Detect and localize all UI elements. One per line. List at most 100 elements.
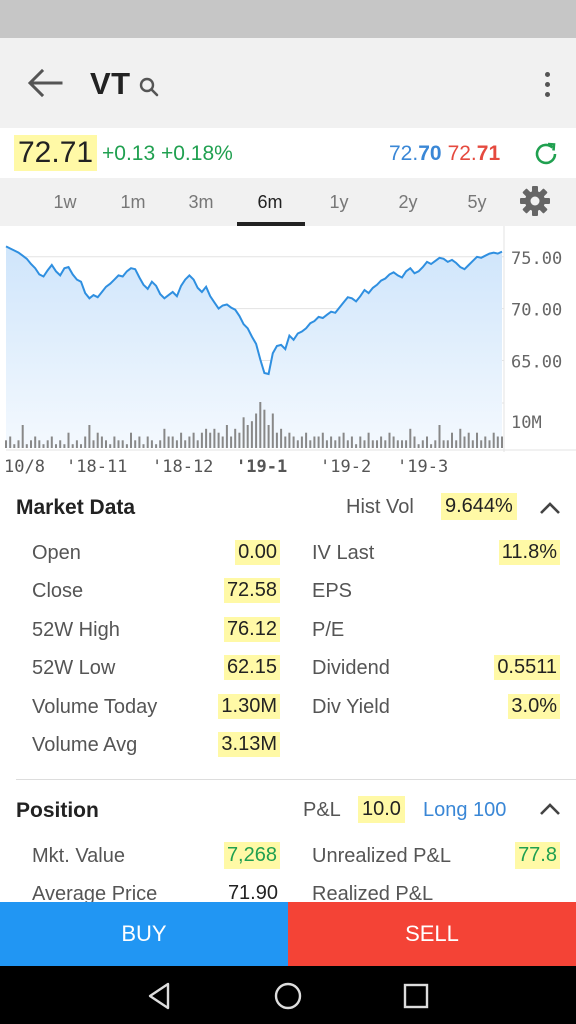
volume-bar: [188, 436, 191, 448]
market-data-label: Volume Today: [32, 695, 158, 718]
nav-home-icon[interactable]: [270, 978, 306, 1014]
market-data-value: 11.8%: [498, 540, 560, 565]
chevron-up-icon[interactable]: [539, 500, 561, 516]
y-tick-label: 75.00: [511, 249, 562, 269]
volume-bar: [446, 440, 449, 448]
volume-bar: [117, 440, 120, 448]
volume-bar: [296, 440, 299, 448]
volume-bar: [259, 402, 262, 448]
volume-bar: [50, 436, 53, 448]
volume-bar: [338, 436, 341, 448]
volume-bar: [313, 436, 316, 448]
volume-bar: [221, 436, 224, 448]
range-tabs: 1w 1m 3m 6m 1y 2y 5y: [0, 178, 576, 226]
market-data-label: Dividend: [312, 657, 390, 680]
nav-back-icon[interactable]: [142, 978, 178, 1014]
volume-bar: [130, 432, 132, 448]
volume-bar: [263, 409, 266, 448]
quote-row: 72.71 +0.13 +0.18% 72.70 72.71: [0, 128, 576, 178]
volume-bar: [242, 417, 245, 448]
range-tab-1y[interactable]: 1y: [329, 192, 349, 212]
volume-bar: [367, 432, 370, 448]
volume-bar: [113, 436, 116, 448]
volume-bar: [192, 432, 195, 448]
price-chart[interactable]: 75.00 70.00 65.00 10M 10/8 '18-11 '18-12 '19-1…: [0, 226, 576, 478]
volume-bar: [330, 436, 333, 448]
volume-bar: [430, 444, 433, 448]
market-data-label: Volume Avg: [32, 734, 138, 756]
volume-bar: [100, 436, 103, 448]
volume-bar: [271, 413, 274, 448]
market-data-label: 52W High: [32, 618, 120, 641]
volume-bar: [250, 421, 253, 448]
volume-bar: [421, 440, 424, 448]
volume-bar: [388, 432, 391, 448]
bid-ask: 72.70 72.71: [389, 142, 500, 166]
market-data-label: Close: [32, 580, 84, 603]
volume-bar: [451, 432, 453, 448]
range-tab-1m[interactable]: 1m: [120, 192, 146, 212]
volume-bar: [171, 436, 174, 448]
volume-bar: [392, 436, 395, 448]
volume-bar: [21, 425, 24, 448]
volume-bar: [476, 432, 478, 448]
range-tab-2y[interactable]: 2y: [398, 192, 418, 212]
volume-bar: [84, 436, 87, 448]
volume-bar: [42, 444, 45, 448]
volume-bar: [105, 440, 107, 448]
settings-gear-icon[interactable]: [518, 184, 552, 218]
volume-bar: [155, 444, 158, 448]
volume-bar: [321, 432, 324, 448]
market-data-value: 3.0%: [508, 693, 560, 719]
market-data-label: Div Yield: [312, 695, 390, 718]
volume-bar: [217, 432, 220, 448]
more-options-icon[interactable]: [532, 64, 562, 104]
change-value: +0.13: [102, 142, 156, 165]
volume-bar: [9, 436, 12, 448]
search-icon[interactable]: [138, 76, 160, 98]
volume-bar: [471, 440, 474, 448]
volume-bar: [230, 436, 233, 448]
mkt-value-label: Mkt. Value: [32, 845, 125, 867]
range-tab-1w[interactable]: 1w: [53, 192, 77, 212]
sell-button[interactable]: SELL: [288, 902, 576, 966]
volume-bar: [284, 436, 287, 448]
x-tick-label: '18-12: [152, 457, 213, 477]
volume-bar: [125, 444, 128, 448]
range-tab-5y[interactable]: 5y: [467, 192, 487, 212]
pl-value: 10.0: [358, 796, 405, 823]
back-arrow-icon[interactable]: [20, 60, 70, 106]
market-data-label: EPS: [312, 580, 353, 603]
volume-bar: [5, 440, 7, 448]
pl-label: P&L: [303, 799, 341, 821]
volume-bar: [496, 436, 499, 448]
refresh-icon[interactable]: [532, 140, 560, 168]
volume-bar: [267, 425, 270, 448]
chevron-up-icon[interactable]: [539, 801, 561, 817]
volume-bar: [96, 432, 99, 448]
section-divider: [16, 779, 576, 780]
buy-button[interactable]: BUY: [0, 902, 288, 966]
volume-bar: [213, 428, 216, 448]
volume-bar: [134, 440, 137, 448]
market-data-header[interactable]: Market Data Hist Vol 9.644%: [0, 482, 576, 532]
nav-recents-icon[interactable]: [398, 978, 434, 1014]
volume-bar: [167, 436, 170, 448]
price-line: [5, 245, 503, 376]
volume-bar: [88, 425, 91, 448]
volume-bar: [146, 436, 149, 448]
volume-bar: [205, 428, 208, 448]
volume-bar: [225, 425, 228, 448]
volume-bar: [492, 432, 495, 448]
volume-bar: [384, 440, 387, 448]
volume-bar: [442, 440, 445, 448]
unrealized-pl-value: 77.8: [515, 842, 560, 869]
volume-bar: [334, 440, 337, 448]
volume-bar: [350, 436, 353, 448]
position-header[interactable]: Position P&L 10.0 Long 100: [0, 785, 576, 835]
volume-bar: [159, 440, 162, 448]
range-tab-6m[interactable]: 6m: [257, 192, 283, 212]
range-tab-3m[interactable]: 3m: [188, 192, 214, 212]
volume-bar: [355, 444, 358, 448]
volume-bar: [417, 444, 420, 448]
